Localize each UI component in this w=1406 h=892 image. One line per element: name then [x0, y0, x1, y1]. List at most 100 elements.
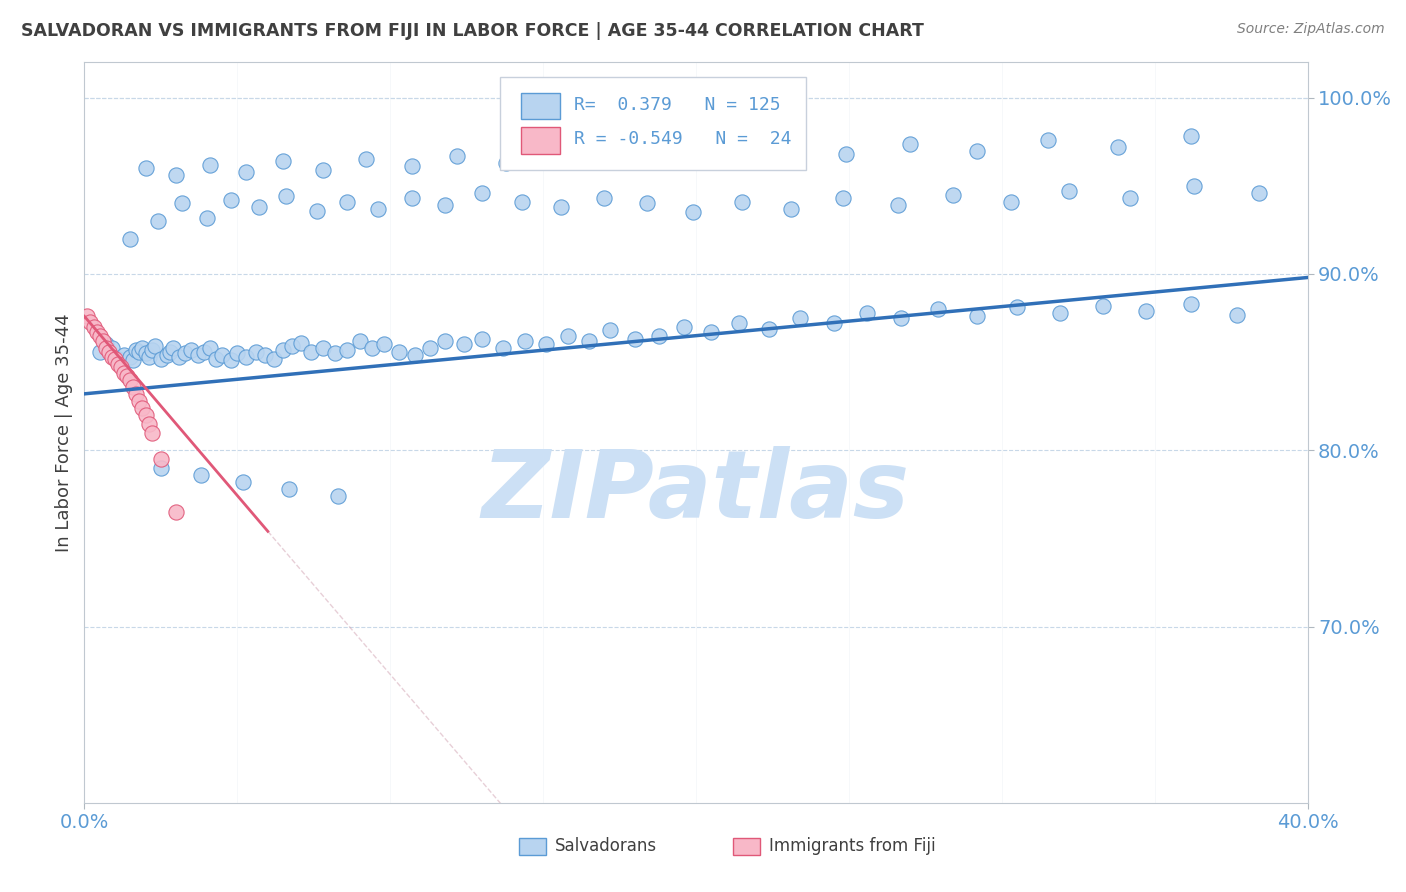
FancyBboxPatch shape	[733, 838, 759, 855]
Point	[253, 348, 276, 362]
Point	[835, 147, 858, 161]
Point	[198, 341, 221, 355]
Point	[128, 393, 150, 408]
Point	[305, 203, 328, 218]
Point	[312, 163, 335, 178]
FancyBboxPatch shape	[522, 93, 560, 120]
Point	[672, 319, 695, 334]
Point	[112, 348, 135, 362]
Point	[966, 144, 988, 158]
Point	[146, 214, 169, 228]
Point	[599, 323, 621, 337]
Point	[162, 341, 184, 355]
Point	[159, 344, 181, 359]
Point	[86, 325, 108, 339]
Point	[138, 417, 160, 431]
Point	[1180, 297, 1202, 311]
Point	[107, 357, 129, 371]
Point	[89, 328, 111, 343]
Point	[434, 334, 457, 348]
Point	[654, 144, 676, 158]
Point	[599, 154, 621, 169]
Point	[1000, 194, 1022, 209]
Point	[97, 344, 120, 359]
Point	[328, 489, 350, 503]
Point	[79, 315, 101, 329]
Point	[404, 348, 426, 362]
Point	[312, 341, 335, 355]
Point	[789, 311, 811, 326]
Point	[76, 310, 98, 324]
Point	[1226, 308, 1249, 322]
Point	[534, 337, 557, 351]
Point	[495, 156, 517, 170]
Point	[388, 344, 411, 359]
Point	[193, 344, 215, 359]
Point	[401, 191, 423, 205]
Point	[547, 147, 569, 161]
Point	[700, 325, 723, 339]
Point	[149, 452, 172, 467]
Point	[578, 334, 600, 348]
Point	[1107, 140, 1129, 154]
Point	[271, 154, 294, 169]
FancyBboxPatch shape	[519, 838, 546, 855]
Text: Immigrants from Fiji: Immigrants from Fiji	[769, 837, 936, 855]
Point	[101, 341, 124, 355]
Point	[186, 348, 208, 362]
Point	[471, 332, 494, 346]
Point	[83, 319, 105, 334]
Point	[1049, 306, 1071, 320]
Point	[263, 351, 285, 366]
Text: SALVADORAN VS IMMIGRANTS FROM FIJI IN LABOR FORCE | AGE 35-44 CORRELATION CHART: SALVADORAN VS IMMIGRANTS FROM FIJI IN LA…	[21, 22, 924, 40]
Point	[354, 153, 377, 167]
Point	[367, 202, 389, 216]
Point	[219, 193, 242, 207]
Point	[453, 337, 475, 351]
Point	[195, 211, 218, 225]
Point	[235, 350, 257, 364]
Point	[198, 158, 221, 172]
Point	[245, 344, 267, 359]
Point	[1184, 178, 1206, 193]
Point	[247, 200, 270, 214]
Point	[141, 425, 163, 440]
Point	[624, 332, 647, 346]
Point	[550, 200, 572, 214]
Point	[1057, 184, 1080, 198]
Point	[232, 475, 254, 489]
Point	[434, 198, 457, 212]
Point	[648, 328, 671, 343]
Point	[156, 348, 179, 362]
Point	[779, 202, 801, 216]
Point	[1091, 299, 1114, 313]
Point	[823, 316, 845, 330]
Point	[927, 302, 949, 317]
Point	[727, 316, 749, 330]
Point	[112, 366, 135, 380]
Point	[128, 344, 150, 359]
Point	[898, 136, 921, 151]
Point	[172, 196, 194, 211]
FancyBboxPatch shape	[501, 78, 806, 169]
Point	[471, 186, 494, 200]
Point	[125, 387, 148, 401]
Point	[141, 343, 163, 357]
Point	[135, 408, 157, 422]
Point	[1119, 191, 1142, 205]
Point	[120, 350, 142, 364]
Point	[731, 194, 754, 209]
Point	[890, 311, 912, 326]
FancyBboxPatch shape	[522, 127, 560, 153]
Point	[174, 346, 197, 360]
Point	[278, 482, 301, 496]
Point	[336, 343, 359, 357]
Point	[143, 339, 166, 353]
Point	[180, 343, 202, 357]
Point	[1036, 133, 1059, 147]
Point	[94, 337, 117, 351]
Point	[131, 401, 153, 415]
Point	[1180, 129, 1202, 144]
Point	[110, 360, 132, 375]
Point	[120, 232, 142, 246]
